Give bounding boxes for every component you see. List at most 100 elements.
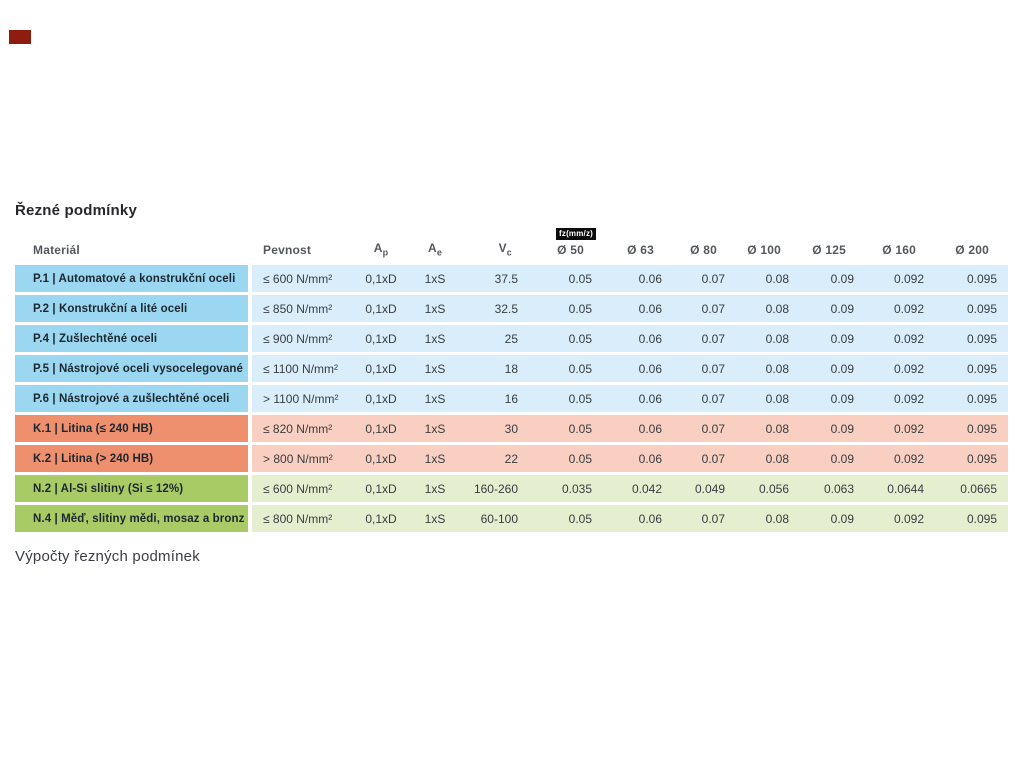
- vc-cell: 22: [504, 451, 518, 466]
- fz-cell: 0.0644: [887, 481, 924, 496]
- ae-cell: 1xS: [424, 421, 446, 436]
- fz-cell: 0.092: [893, 511, 924, 526]
- fz-cell: 0.09: [830, 511, 854, 526]
- ap-cell: 0,1xD: [365, 301, 397, 316]
- fz-cell: 0.06: [638, 511, 662, 526]
- row-values: ≤ 900 N/mm² 0,1xD 1xS 25 0.05 0.06 0.07 …: [252, 325, 1008, 352]
- fz-cell: 0.092: [893, 391, 924, 406]
- pevnost-cell: ≤ 600 N/mm²: [263, 481, 333, 496]
- fz-cell: 0.05: [568, 271, 592, 286]
- fz-cell: 0.092: [893, 301, 924, 316]
- ae-cell: 1xS: [424, 481, 446, 496]
- fz-cell: 0.095: [966, 361, 997, 376]
- fz-cell: 0.092: [893, 421, 924, 436]
- header-d200: Ø 200: [955, 243, 989, 257]
- fz-cell: 0.07: [701, 271, 725, 286]
- row-values: ≤ 820 N/mm² 0,1xD 1xS 30 0.05 0.06 0.07 …: [252, 415, 1008, 442]
- header-material: Materiál: [33, 243, 80, 257]
- row-values: ≤ 600 N/mm² 0,1xD 1xS 37.5 0.05 0.06 0.0…: [252, 265, 1008, 292]
- row-values: > 1100 N/mm² 0,1xD 1xS 16 0.05 0.06 0.07…: [252, 385, 1008, 412]
- fz-cell: 0.09: [830, 361, 854, 376]
- fz-cell: 0.09: [830, 331, 854, 346]
- fz-cell: 0.05: [568, 331, 592, 346]
- material-cell: N.2 | Al-Si slitiny (Si ≤ 12%): [15, 475, 248, 502]
- header-d50: Ø 50: [557, 243, 584, 257]
- ap-cell: 0,1xD: [365, 271, 397, 286]
- pevnost-cell: ≤ 820 N/mm²: [263, 421, 333, 436]
- fz-cell: 0.08: [765, 421, 789, 436]
- material-cell: P.5 | Nástrojové oceli vysocelegované: [15, 355, 248, 382]
- material-cell: P.4 | Zušlechtěné oceli: [15, 325, 248, 352]
- fz-cell: 0.095: [966, 451, 997, 466]
- fz-cell: 0.092: [893, 331, 924, 346]
- header-d160: Ø 160: [882, 243, 916, 257]
- row-values: ≤ 600 N/mm² 0,1xD 1xS 160-260 0.035 0.04…: [252, 475, 1008, 502]
- vc-cell: 16: [504, 391, 518, 406]
- fz-cell: 0.05: [568, 361, 592, 376]
- fz-cell: 0.08: [765, 451, 789, 466]
- vc-cell: 30: [504, 421, 518, 436]
- fz-cell: 0.06: [638, 391, 662, 406]
- fz-cell: 0.092: [893, 271, 924, 286]
- table-row-p2: P.2 | Konstrukční a lité oceli ≤ 850 N/m…: [15, 295, 1008, 322]
- fz-cell: 0.09: [830, 451, 854, 466]
- vc-cell: 37.5: [494, 271, 518, 286]
- pevnost-cell: ≤ 600 N/mm²: [263, 271, 333, 286]
- pevnost-cell: ≤ 900 N/mm²: [263, 331, 333, 346]
- fz-cell: 0.095: [966, 331, 997, 346]
- header-d80: Ø 80: [690, 243, 717, 257]
- fz-cell: 0.05: [568, 301, 592, 316]
- fz-cell: 0.095: [966, 421, 997, 436]
- fz-cell: 0.09: [830, 421, 854, 436]
- fz-cell: 0.07: [701, 361, 725, 376]
- fz-cell: 0.05: [568, 421, 592, 436]
- ap-cell: 0,1xD: [365, 511, 397, 526]
- fz-cell: 0.056: [758, 481, 789, 496]
- vc-cell: 160-260: [473, 481, 518, 496]
- ap-cell: 0,1xD: [365, 481, 397, 496]
- header-ap: Ap: [373, 240, 389, 257]
- table-row-p6: P.6 | Nástrojové a zušlechtěné oceli > 1…: [15, 385, 1008, 412]
- fz-cell: 0.09: [830, 271, 854, 286]
- vc-cell: 60-100: [480, 511, 518, 526]
- row-values: ≤ 800 N/mm² 0,1xD 1xS 60-100 0.05 0.06 0…: [252, 505, 1008, 532]
- ae-cell: 1xS: [424, 361, 446, 376]
- fz-cell: 0.042: [631, 481, 662, 496]
- header-d125: Ø 125: [812, 243, 846, 257]
- fz-cell: 0.095: [966, 301, 997, 316]
- header-d63: Ø 63: [627, 243, 654, 257]
- fz-cell: 0.05: [568, 511, 592, 526]
- fz-cell: 0.095: [966, 391, 997, 406]
- fz-cell: 0.063: [823, 481, 854, 496]
- fz-cell: 0.09: [830, 391, 854, 406]
- ap-cell: 0,1xD: [365, 421, 397, 436]
- vc-cell: 25: [504, 331, 518, 346]
- fz-cell: 0.08: [765, 301, 789, 316]
- ae-cell: 1xS: [424, 391, 446, 406]
- table-row-p4: P.4 | Zušlechtěné oceli ≤ 900 N/mm² 0,1x…: [15, 325, 1008, 352]
- top-left-red-mark: [9, 30, 31, 44]
- fz-cell: 0.08: [765, 331, 789, 346]
- table-row-k1: K.1 | Litina (≤ 240 HB) ≤ 820 N/mm² 0,1x…: [15, 415, 1008, 442]
- pevnost-cell: ≤ 850 N/mm²: [263, 301, 333, 316]
- table-header-row: fz(mm/z) Materiál Pevnost Ap Ae Vc Ø 50 …: [15, 228, 1008, 262]
- fz-cell: 0.035: [561, 481, 592, 496]
- table-row-n4: N.4 | Měď, slitiny mědi, mosaz a bronz ≤…: [15, 505, 1008, 532]
- pevnost-cell: ≤ 1100 N/mm²: [263, 361, 339, 376]
- pevnost-cell: ≤ 800 N/mm²: [263, 511, 333, 526]
- header-ae: Ae: [427, 240, 443, 257]
- fz-cell: 0.07: [701, 511, 725, 526]
- fz-unit-badge: fz(mm/z): [556, 228, 597, 240]
- vc-cell: 18: [504, 361, 518, 376]
- material-cell: P.2 | Konstrukční a lité oceli: [15, 295, 248, 322]
- fz-cell: 0.07: [701, 301, 725, 316]
- table-row-k2: K.2 | Litina (> 240 HB) > 800 N/mm² 0,1x…: [15, 445, 1008, 472]
- material-cell: P.6 | Nástrojové a zušlechtěné oceli: [15, 385, 248, 412]
- fz-cell: 0.06: [638, 361, 662, 376]
- fz-cell: 0.06: [638, 451, 662, 466]
- ae-cell: 1xS: [424, 301, 446, 316]
- ap-cell: 0,1xD: [365, 361, 397, 376]
- fz-cell: 0.095: [966, 511, 997, 526]
- fz-cell: 0.08: [765, 511, 789, 526]
- material-cell: N.4 | Měď, slitiny mědi, mosaz a bronz: [15, 505, 248, 532]
